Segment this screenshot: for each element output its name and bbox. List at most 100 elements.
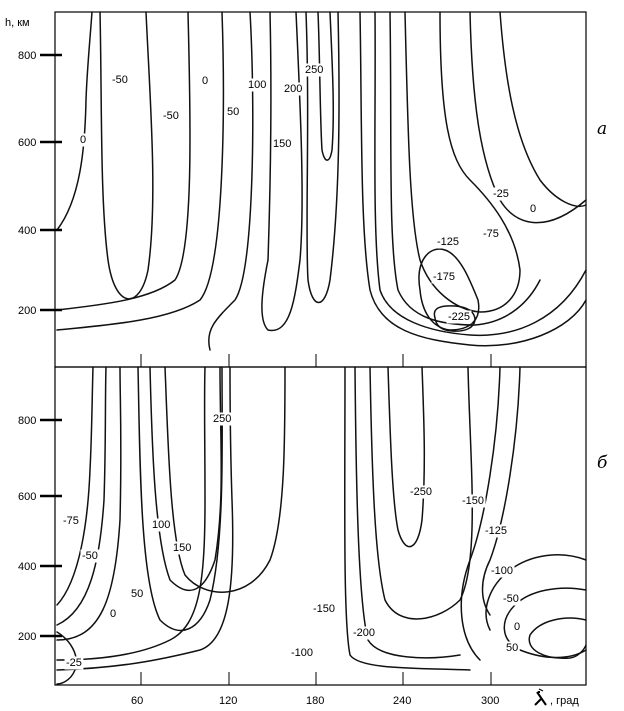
contour-b-18 bbox=[56, 631, 77, 685]
contour-label-background bbox=[129, 587, 145, 601]
contour-label-a-200: 200 bbox=[284, 83, 302, 95]
y-axis-label: h, км bbox=[5, 17, 30, 29]
x-tick-label-240: 240 bbox=[393, 695, 411, 707]
panel-label-a: а bbox=[597, 119, 607, 139]
y-tick-label-a-600: 600 bbox=[18, 137, 36, 149]
contour-label-background bbox=[431, 270, 457, 284]
contour-label-a-150: 150 bbox=[273, 138, 291, 150]
contour-label-background bbox=[489, 564, 515, 578]
contour-label-b-m150-1: -150 bbox=[462, 495, 484, 507]
contour-b-7 bbox=[149, 366, 222, 592]
contour-b-13 bbox=[460, 366, 501, 661]
contour-label-background bbox=[80, 549, 100, 563]
x-tick-label-120: 120 bbox=[219, 695, 237, 707]
contour-a-8 bbox=[374, 11, 587, 337]
contour-label-background bbox=[200, 74, 210, 88]
contour-label-b-m250: -250 bbox=[410, 486, 432, 498]
contour-label-b-m125: -125 bbox=[485, 525, 507, 537]
contour-label-b-m50-2: -50 bbox=[503, 593, 519, 605]
contour-label-b-m100-2: -100 bbox=[491, 565, 513, 577]
contour-label-background bbox=[289, 646, 315, 660]
contour-a-4 bbox=[261, 11, 303, 332]
contour-label-background bbox=[150, 518, 172, 532]
lambda-symbol-icon bbox=[534, 688, 547, 706]
y-tick-label-a-800: 800 bbox=[18, 50, 36, 62]
contour-label-background bbox=[483, 524, 509, 538]
contour-a-10 bbox=[404, 11, 521, 313]
contour-label-background bbox=[512, 620, 522, 634]
panel-a-contour-labels: -50 0 -50 0 50 100 200 250 150 -25 0 -75… bbox=[78, 63, 538, 324]
contour-b-1 bbox=[56, 366, 94, 606]
x-tick-label-300: 300 bbox=[481, 695, 499, 707]
contour-b-12 bbox=[387, 366, 426, 548]
contour-label-background bbox=[351, 626, 377, 640]
contour-label-background bbox=[78, 133, 88, 147]
contour-label-a-m225: -225 bbox=[448, 311, 470, 323]
contour-b-4 bbox=[56, 366, 206, 661]
contour-label-b-m200: -200 bbox=[353, 627, 375, 639]
contour-label-a-m50-2: -50 bbox=[163, 110, 179, 122]
contour-a-cell bbox=[99, 11, 154, 300]
contour-label-background bbox=[303, 63, 325, 77]
contour-a-3 bbox=[208, 11, 254, 351]
y-tick-label-b-600: 600 bbox=[18, 491, 36, 503]
panel-b-frame bbox=[54, 366, 587, 686]
contour-label-a-0-2: 0 bbox=[202, 75, 208, 87]
contour-label-background bbox=[64, 656, 84, 670]
contour-label-a-m175: -175 bbox=[433, 271, 455, 283]
contour-label-b-0-2: 0 bbox=[514, 621, 520, 633]
contour-a-2 bbox=[56, 11, 225, 331]
contour-label-background bbox=[282, 82, 304, 96]
contour-label-a-m75: -75 bbox=[483, 228, 499, 240]
contour-a-13 bbox=[469, 11, 587, 224]
contour-label-background bbox=[481, 227, 501, 241]
contour-b-2 bbox=[56, 366, 107, 626]
x-axis bbox=[140, 354, 492, 685]
contour-b-8 bbox=[164, 366, 286, 593]
contour-b-10 bbox=[354, 366, 461, 659]
contour-label-background bbox=[435, 235, 461, 249]
contour-label-a-m50-1: -50 bbox=[112, 74, 128, 86]
contour-label-b-100-1: 100 bbox=[152, 519, 170, 531]
y-tick-label-b-800: 800 bbox=[18, 415, 36, 427]
contour-label-b-50-2: 50 bbox=[506, 642, 518, 654]
contour-b-17 bbox=[528, 617, 587, 659]
contour-label-b-m25: -25 bbox=[66, 657, 82, 669]
y-axis bbox=[40, 53, 62, 638]
contour-a-1 bbox=[56, 11, 191, 311]
contour-label-background bbox=[460, 494, 486, 508]
contour-label-background bbox=[528, 202, 538, 216]
y-tick-label-a-400: 400 bbox=[18, 225, 36, 237]
y-tick-label-b-400: 400 bbox=[18, 561, 36, 573]
contour-label-background bbox=[311, 602, 337, 616]
contour-label-b-m50-1: -50 bbox=[82, 550, 98, 562]
contour-b-3 bbox=[56, 366, 122, 641]
contour-label-background bbox=[211, 412, 233, 426]
contour-label-a-m25: -25 bbox=[493, 188, 509, 200]
contour-a-9 bbox=[389, 11, 541, 326]
contour-label-background bbox=[491, 187, 511, 201]
contour-a-12 bbox=[433, 305, 476, 332]
contour-a-0-left bbox=[56, 11, 93, 231]
contour-label-background bbox=[246, 78, 268, 92]
contour-label-b-150: 150 bbox=[173, 542, 191, 554]
x-tick-label-60: 60 bbox=[131, 695, 143, 707]
contour-label-background bbox=[501, 592, 521, 606]
contour-a-6 bbox=[317, 11, 335, 161]
contour-label-b-250: 250 bbox=[213, 413, 231, 425]
contour-label-a-0-3: 0 bbox=[530, 203, 536, 215]
contour-label-background bbox=[446, 310, 472, 324]
contour-a-7 bbox=[359, 11, 587, 347]
panel-b-contour-labels: 250 -250 -150 -125 -75 -50 100 150 50 0 … bbox=[61, 412, 522, 670]
x-axis-label: , град bbox=[550, 695, 579, 707]
contour-label-a-m125: -125 bbox=[437, 236, 459, 248]
contour-label-a-50: 50 bbox=[227, 106, 239, 118]
contour-label-b-0-1: 0 bbox=[110, 608, 116, 620]
contour-b-5 bbox=[56, 366, 234, 671]
contour-label-a-100: 100 bbox=[248, 79, 266, 91]
contour-label-background bbox=[110, 73, 130, 87]
y-tick-label-a-200: 200 bbox=[18, 305, 36, 317]
panel-b-contours bbox=[56, 366, 587, 685]
x-tick-label-180: 180 bbox=[306, 695, 324, 707]
contour-b-9 bbox=[343, 366, 471, 671]
